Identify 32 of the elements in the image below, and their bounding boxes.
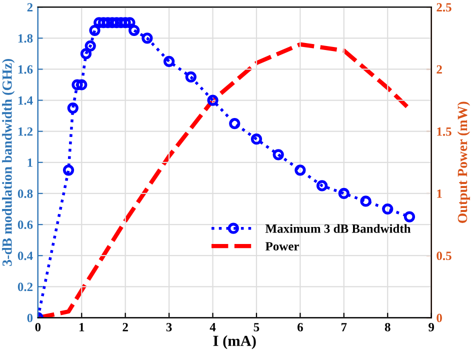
y-tick-label: 1 xyxy=(28,158,32,167)
y2-tick-label: 0 xyxy=(436,314,442,322)
y2-tick-label: 2 xyxy=(436,65,442,74)
y-tick-label: 0 xyxy=(27,314,33,322)
x-tick-label: 5 xyxy=(254,323,260,332)
x-tick-label: 6 xyxy=(298,322,303,332)
y-tick-label: 2 xyxy=(27,3,33,12)
x-tick-label: 4 xyxy=(210,323,216,332)
y2-tick-label: 0.5 xyxy=(436,252,452,260)
y-tick-label: 0.8 xyxy=(18,190,33,198)
y2-tick-label: 1 xyxy=(437,190,442,198)
x-tick-label: 7 xyxy=(342,323,347,332)
legend-label: Maximum 3 dB Bandwidth xyxy=(265,224,411,233)
y-tick-label: 1.2 xyxy=(18,127,33,136)
x-tick-label: 8 xyxy=(384,322,390,332)
y-tick-label: 1.4 xyxy=(18,96,33,105)
legend-label: Power xyxy=(265,242,300,251)
y-tick-label: 1.8 xyxy=(18,34,33,43)
y2-axis-title: Output Power (mW) xyxy=(457,102,470,223)
x-axis-title: I (mA) xyxy=(213,335,256,350)
x-tick-label: 1 xyxy=(80,323,84,332)
y-tick-label: 0.6 xyxy=(18,220,33,230)
x-tick-label: 9 xyxy=(428,322,434,332)
x-tick-label: 2 xyxy=(122,322,128,332)
x-tick-label: 3 xyxy=(166,322,172,332)
y-tick-label: 0.2 xyxy=(18,282,33,292)
y2-tick-label: 1.5 xyxy=(437,127,452,136)
y2-tick-label: 2.5 xyxy=(436,3,452,12)
x-tick-label: 0 xyxy=(35,322,41,332)
y-tick-label: 0.4 xyxy=(18,252,33,260)
y-axis-title: 3-dB modulation bandwidth (GHz) xyxy=(2,59,15,266)
y-tick-label: 1.6 xyxy=(18,65,33,74)
